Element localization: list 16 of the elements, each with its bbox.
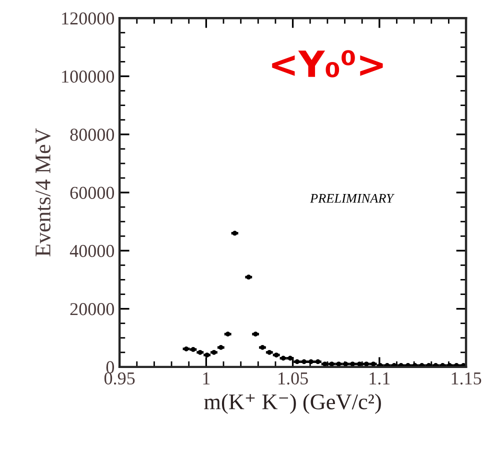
- y-tick-label: 40000: [70, 244, 114, 258]
- x-tick-label: 1.15: [452, 372, 482, 385]
- y-tick-label: 60000: [70, 186, 114, 199]
- y-tick-label: 20000: [70, 303, 114, 316]
- x-axis-title: m(K⁺ K⁻) (GeV/c²): [204, 394, 381, 414]
- annotation: <Y₀⁰>: [272, 50, 383, 78]
- annotation: PRELIMINARY: [310, 194, 395, 203]
- x-tick-label: 0.95: [104, 372, 135, 385]
- x-tick-label: 1.1: [370, 372, 390, 385]
- x-tick-label: 1: [203, 372, 210, 384]
- x-tick-label: 1.05: [278, 372, 308, 385]
- y-axis-title: Events/4 MeV: [36, 128, 51, 256]
- y-tick-label: 0: [106, 361, 114, 374]
- y-tick-label: 80000: [70, 128, 114, 141]
- y-tick-label: 120000: [62, 12, 114, 25]
- y-tick-label: 100000: [62, 70, 114, 83]
